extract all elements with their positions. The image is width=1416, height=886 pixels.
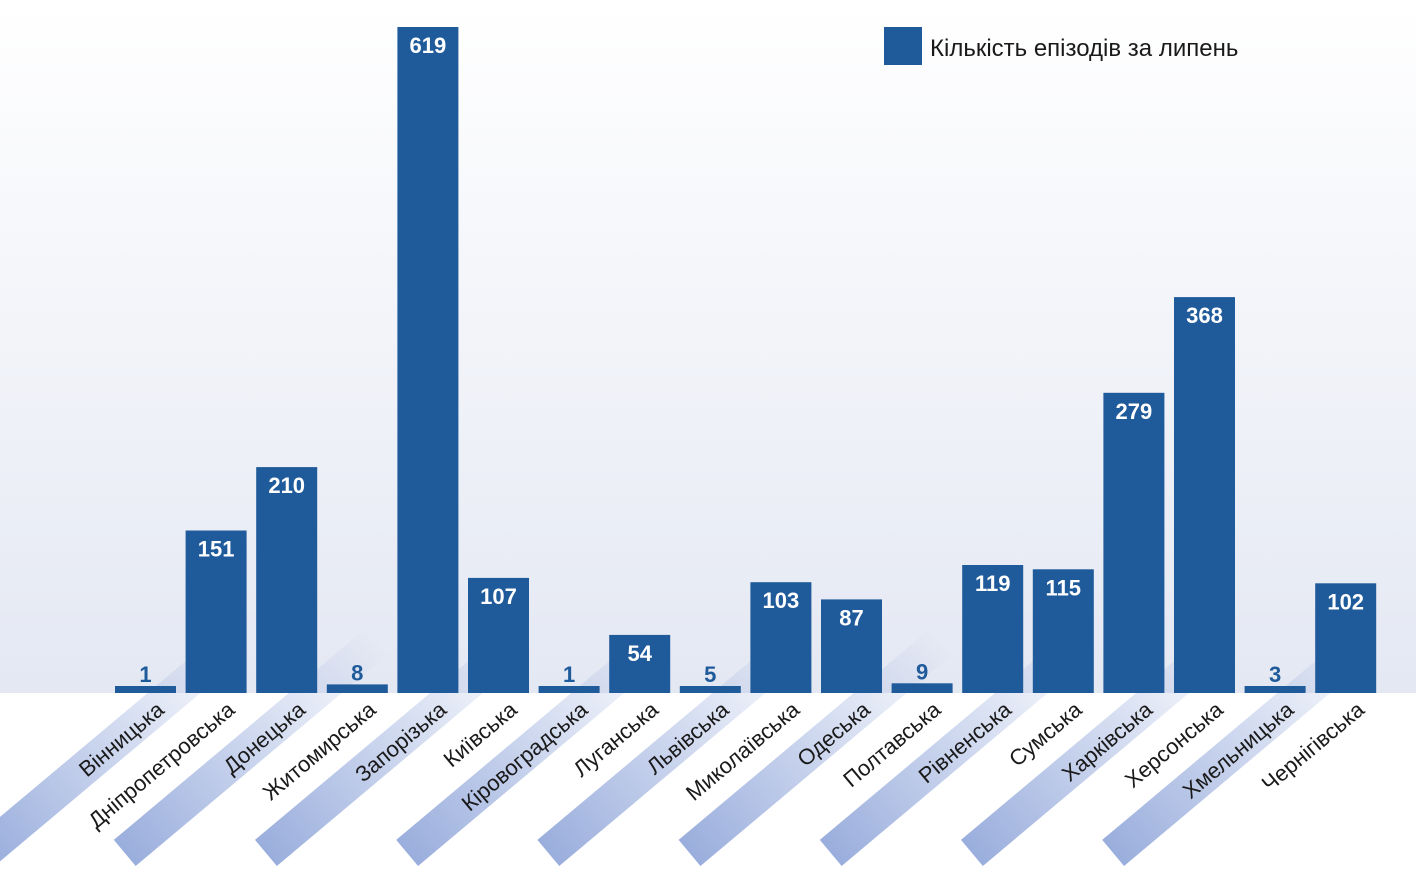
legend-swatch xyxy=(884,27,922,65)
value-label-cat-12: 119 xyxy=(975,571,1011,596)
value-label-cat-15: 368 xyxy=(1186,303,1223,328)
value-label-cat-3: 8 xyxy=(351,660,363,685)
bar-cat-12 xyxy=(962,565,1024,693)
value-label-cat-7: 54 xyxy=(627,641,652,666)
bar-cat-16 xyxy=(1244,686,1306,693)
value-labels: 1 151 210 8 619 107 1 54 5 103 87 9 119 115 279 368 3 102 xyxy=(139,33,1364,687)
bar-cat-11 xyxy=(891,683,953,693)
label-highlight-cat-14 xyxy=(960,627,1236,866)
label-highlight-cat-2 xyxy=(113,627,389,866)
value-label-cat-8: 5 xyxy=(704,662,716,687)
bar-cat-2 xyxy=(256,467,318,693)
label-highlight-cat-4 xyxy=(254,627,530,866)
value-label-cat-1: 151 xyxy=(198,537,235,562)
bar-cat-17 xyxy=(1315,583,1377,693)
value-label-cat-11: 9 xyxy=(916,659,928,684)
bar-cat-13 xyxy=(1032,569,1094,693)
label-highlight-cat-8 xyxy=(537,627,813,866)
legend: Кількість епізодів за липень xyxy=(884,27,1238,65)
value-label-cat-16: 3 xyxy=(1269,662,1281,687)
value-label-cat-4: 619 xyxy=(410,33,447,58)
label-highlight-cat-0 xyxy=(0,627,248,866)
bar-cat-10 xyxy=(821,599,882,693)
bar-cat-15 xyxy=(1174,297,1235,693)
bar-cat-9 xyxy=(750,582,812,693)
bar-cat-5 xyxy=(468,577,529,693)
value-label-cat-2: 210 xyxy=(268,473,305,498)
x-tick-label-cat-6: Кіровоградська xyxy=(457,696,593,816)
legend-label: Кількість епізодів за липень xyxy=(930,35,1238,62)
bars xyxy=(115,27,1377,693)
bar-cat-4 xyxy=(397,27,459,693)
value-label-cat-17: 102 xyxy=(1327,589,1364,614)
bar-cat-1 xyxy=(185,530,247,693)
value-label-cat-6: 1 xyxy=(563,662,575,687)
value-label-cat-14: 279 xyxy=(1116,399,1153,424)
value-label-cat-5: 107 xyxy=(480,584,517,609)
bar-cat-6 xyxy=(538,686,600,693)
label-highlight-cat-12 xyxy=(819,627,1095,866)
value-label-cat-9: 103 xyxy=(763,588,800,613)
bar-cat-8 xyxy=(679,686,741,693)
value-label-cat-10: 87 xyxy=(839,605,863,630)
bar-cat-14 xyxy=(1103,392,1165,693)
value-label-cat-0: 1 xyxy=(139,662,151,687)
label-highlight-cat-6 xyxy=(396,627,671,866)
label-highlight-cat-16 xyxy=(1102,627,1377,866)
value-label-cat-13: 115 xyxy=(1046,575,1082,600)
label-highlight-cat-10 xyxy=(678,627,954,866)
label-highlights xyxy=(0,627,1377,866)
bar-cat-3 xyxy=(326,684,388,693)
bar-cat-0 xyxy=(115,686,176,693)
bar-cat-7 xyxy=(609,634,671,693)
